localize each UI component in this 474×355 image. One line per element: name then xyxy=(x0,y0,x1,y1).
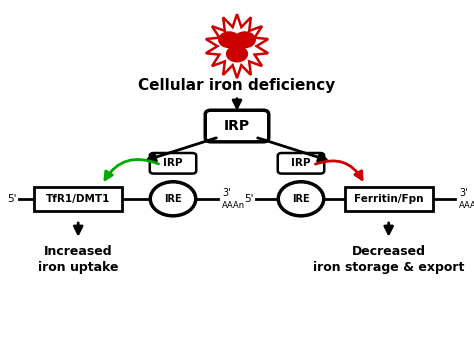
Ellipse shape xyxy=(278,182,324,216)
FancyArrowPatch shape xyxy=(105,159,159,180)
Text: IRP: IRP xyxy=(163,158,183,168)
Text: IRE: IRE xyxy=(292,194,310,204)
Text: 5': 5' xyxy=(244,194,254,204)
Text: IRE: IRE xyxy=(164,194,182,204)
Text: 5': 5' xyxy=(7,194,17,204)
Text: Cellular iron deficiency: Cellular iron deficiency xyxy=(138,78,336,93)
Text: iron uptake: iron uptake xyxy=(38,261,118,274)
Text: 3': 3' xyxy=(459,189,467,198)
Ellipse shape xyxy=(150,182,196,216)
Circle shape xyxy=(227,46,247,62)
Text: TfR1/DMT1: TfR1/DMT1 xyxy=(46,194,110,204)
Circle shape xyxy=(234,32,255,48)
Text: AAAn: AAAn xyxy=(222,201,245,211)
FancyBboxPatch shape xyxy=(345,187,432,211)
Text: Increased: Increased xyxy=(44,245,112,258)
FancyArrowPatch shape xyxy=(315,161,362,180)
Text: iron storage & export: iron storage & export xyxy=(313,261,465,274)
FancyBboxPatch shape xyxy=(278,153,324,174)
Circle shape xyxy=(219,32,240,48)
FancyBboxPatch shape xyxy=(34,187,122,211)
FancyBboxPatch shape xyxy=(150,153,196,174)
Text: Ferritin/Fpn: Ferritin/Fpn xyxy=(354,194,423,204)
Text: 3': 3' xyxy=(222,189,230,198)
FancyBboxPatch shape xyxy=(205,110,269,142)
Polygon shape xyxy=(206,14,268,78)
Text: IRP: IRP xyxy=(291,158,311,168)
Text: IRP: IRP xyxy=(224,119,250,133)
Text: Decreased: Decreased xyxy=(352,245,426,258)
Text: AAAn: AAAn xyxy=(459,201,474,211)
